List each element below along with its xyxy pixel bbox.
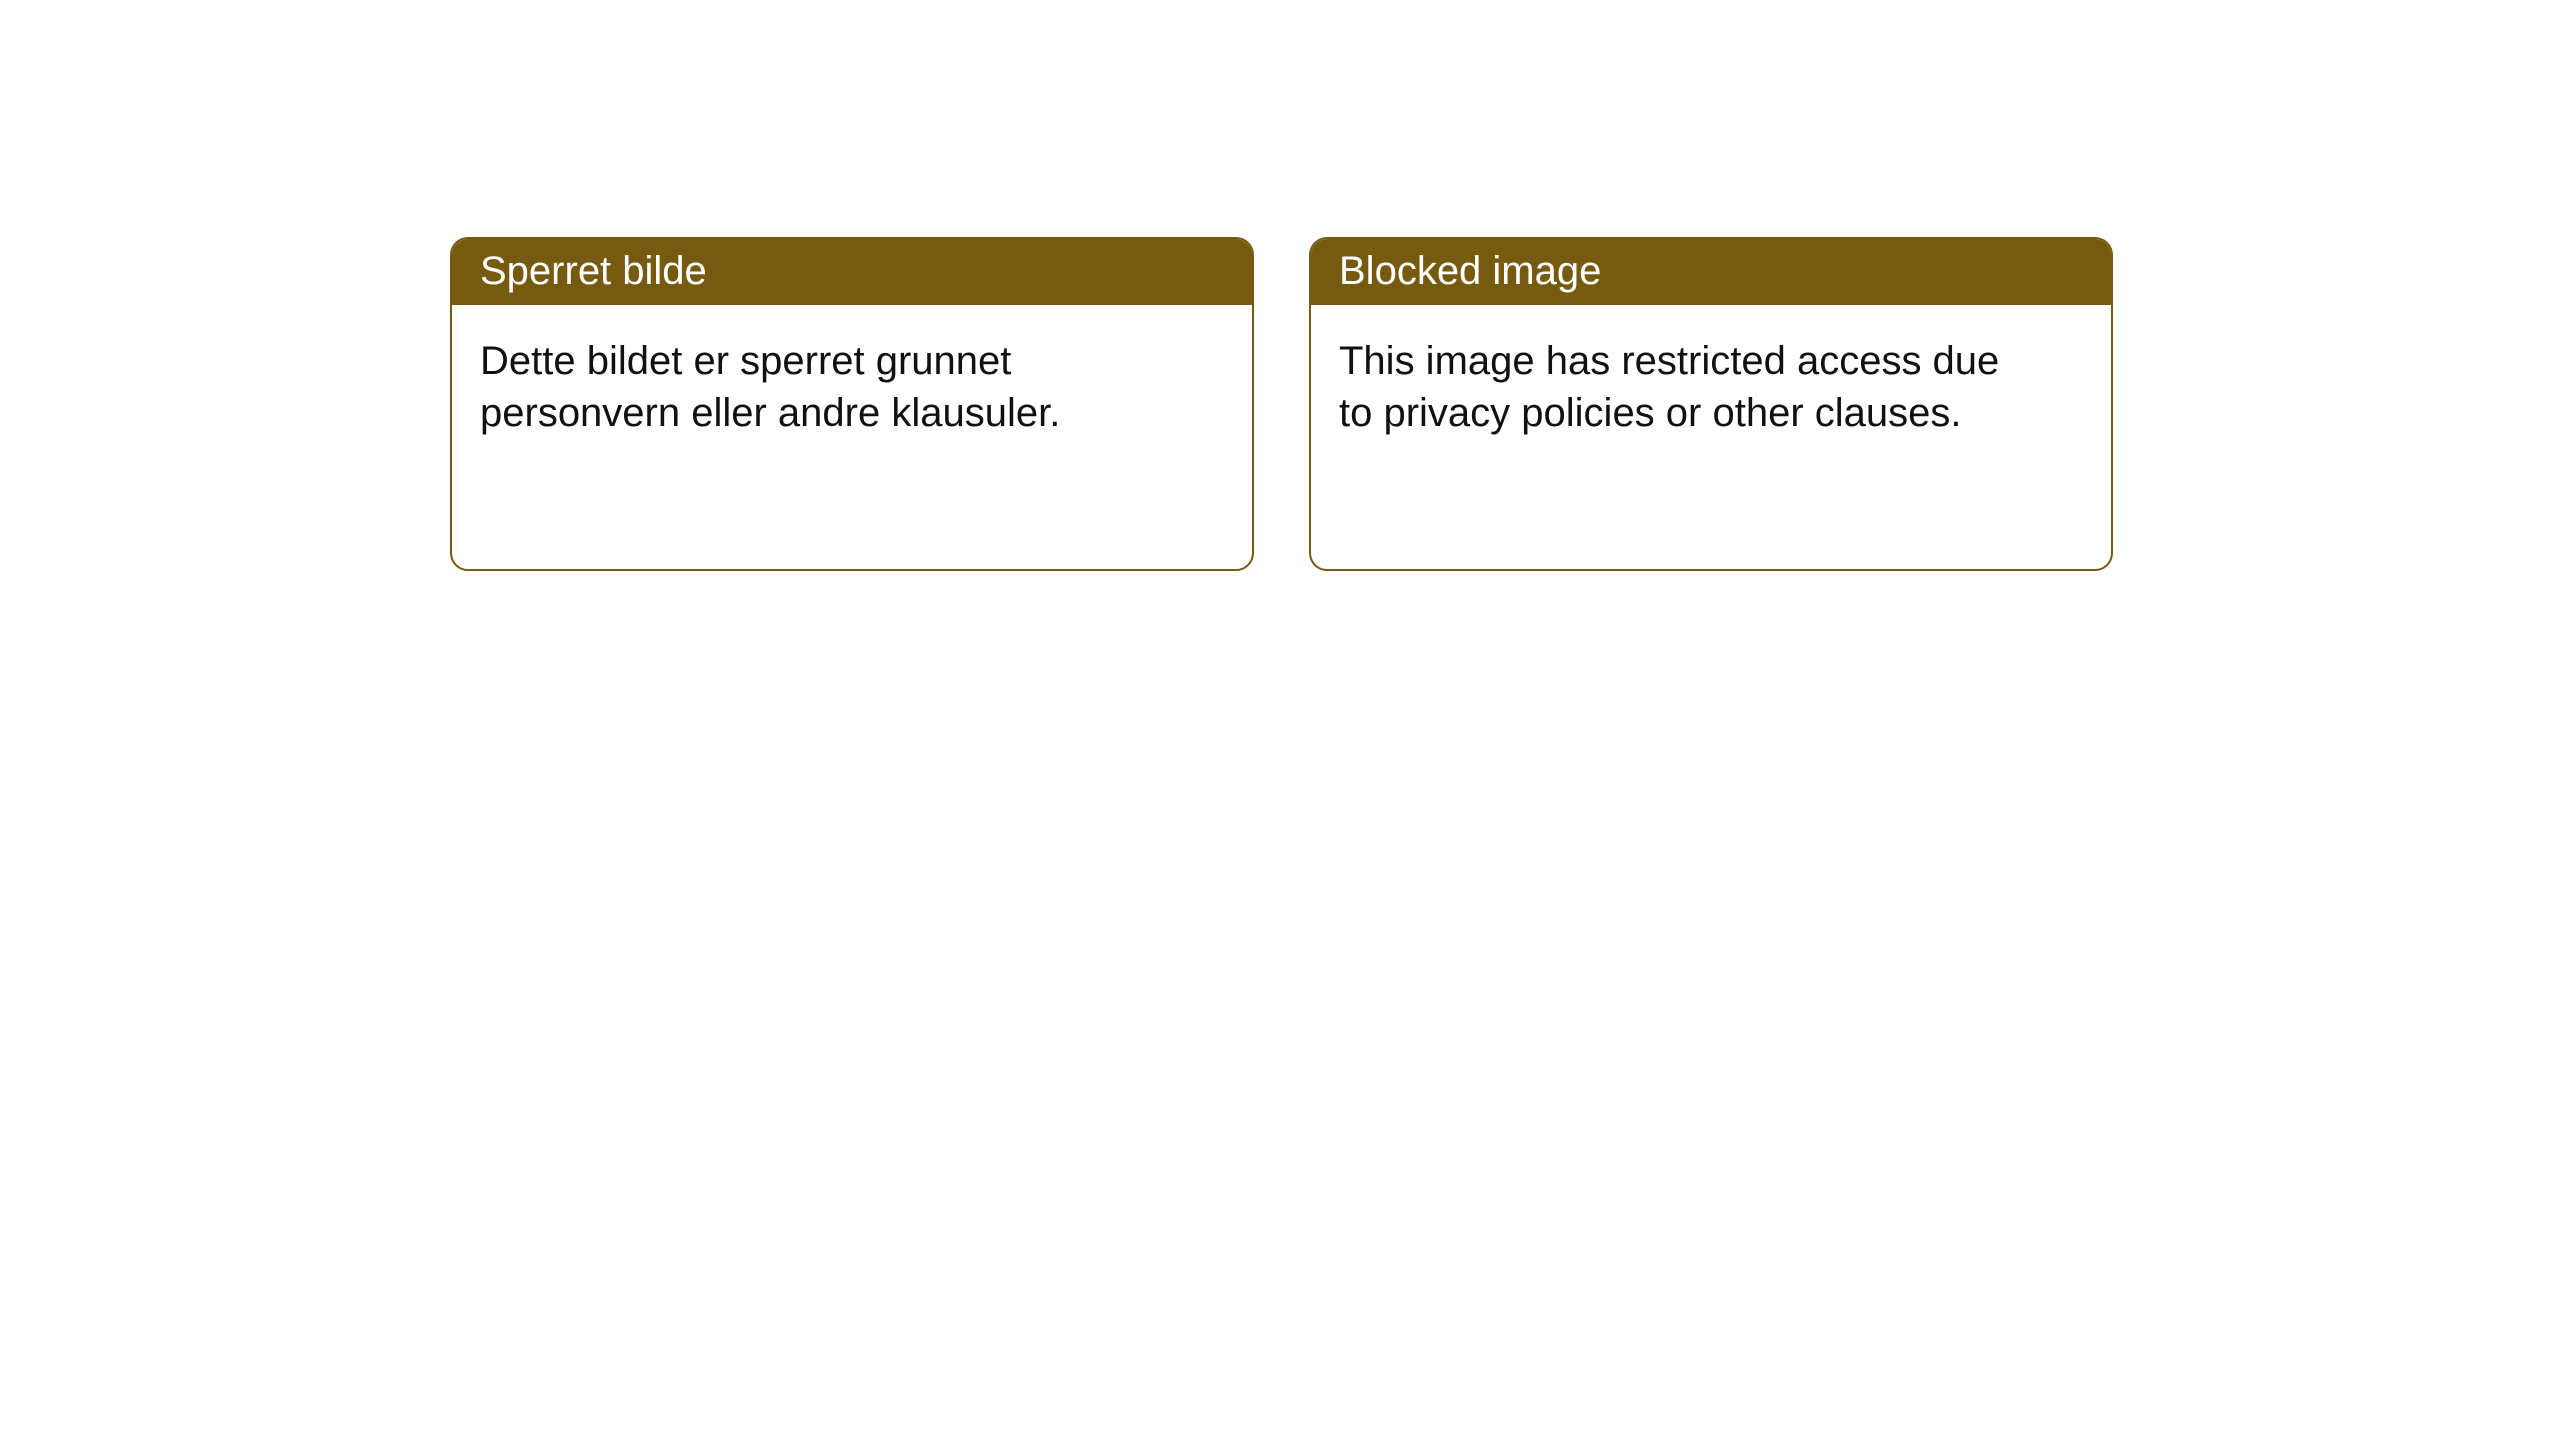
notice-card-body: This image has restricted access due to … — [1311, 305, 2047, 467]
notice-card-norwegian: Sperret bilde Dette bildet er sperret gr… — [450, 237, 1254, 571]
notice-card-title: Blocked image — [1311, 239, 2111, 305]
notice-card-english: Blocked image This image has restricted … — [1309, 237, 2113, 571]
notice-card-body: Dette bildet er sperret grunnet personve… — [452, 305, 1188, 467]
notice-cards-row: Sperret bilde Dette bildet er sperret gr… — [450, 237, 2113, 571]
notice-card-title: Sperret bilde — [452, 239, 1252, 305]
page-root: Sperret bilde Dette bildet er sperret gr… — [0, 0, 2560, 1440]
